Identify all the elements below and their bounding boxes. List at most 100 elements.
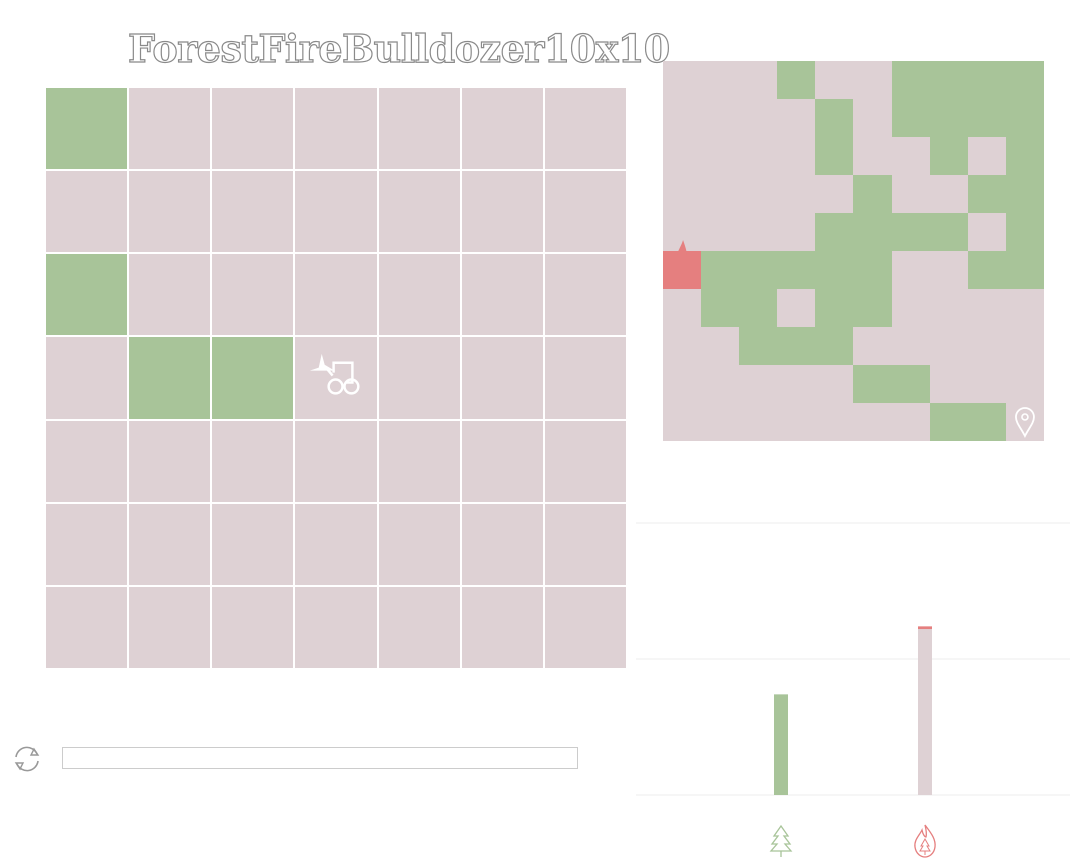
minimap-empty-cell <box>929 365 968 403</box>
empty-cell[interactable] <box>378 171 460 253</box>
empty-cell[interactable] <box>461 503 543 585</box>
bar-fire-series-2 <box>918 626 932 630</box>
viewport-grid[interactable] <box>46 88 626 668</box>
minimap-tree-cell <box>815 251 854 289</box>
empty-cell[interactable] <box>129 420 211 502</box>
empty-cell[interactable] <box>129 503 211 585</box>
empty-cell[interactable] <box>461 420 543 502</box>
minimap-empty-cell <box>663 61 702 99</box>
empty-cell[interactable] <box>378 420 460 502</box>
minimap-empty-cell <box>853 327 892 365</box>
minimap-empty-cell <box>701 403 740 441</box>
minimap-tree-cell <box>1005 61 1044 99</box>
empty-cell[interactable] <box>378 88 460 170</box>
refresh-icon <box>14 746 40 772</box>
minimap-empty-cell <box>739 137 778 175</box>
empty-cell[interactable] <box>295 254 377 336</box>
empty-cell[interactable] <box>129 88 211 170</box>
empty-cell[interactable] <box>212 586 294 668</box>
minimap-empty-cell <box>853 403 892 441</box>
minimap-tree-cell <box>739 251 778 289</box>
bar-tree-series-0 <box>774 694 788 795</box>
minimap-empty-cell <box>967 137 1006 175</box>
empty-cell[interactable] <box>295 420 377 502</box>
minimap-empty-cell <box>663 137 702 175</box>
minimap-empty-cell <box>663 175 702 213</box>
empty-cell[interactable] <box>544 254 626 336</box>
empty-cell[interactable] <box>212 503 294 585</box>
empty-cell[interactable] <box>378 254 460 336</box>
minimap-empty-cell <box>701 175 740 213</box>
bulldozer-icon <box>310 354 360 396</box>
status-input[interactable] <box>62 747 578 769</box>
empty-cell[interactable] <box>295 171 377 253</box>
minimap-tree-cell <box>1005 251 1044 289</box>
minimap-empty-cell <box>701 365 740 403</box>
empty-cell[interactable] <box>544 420 626 502</box>
empty-cell[interactable] <box>461 254 543 336</box>
minimap-empty-cell <box>777 289 816 327</box>
tree-cell[interactable] <box>46 88 128 170</box>
minimap-empty-cell <box>929 289 968 327</box>
empty-cell[interactable] <box>46 171 128 253</box>
minimap-tree-cell <box>967 403 1006 441</box>
tree-cell[interactable] <box>129 337 211 419</box>
minimap-tree-cell <box>891 213 930 251</box>
empty-cell[interactable] <box>461 337 543 419</box>
empty-cell[interactable] <box>544 586 626 668</box>
minimap-empty-cell <box>777 175 816 213</box>
minimap-empty-cell <box>891 403 930 441</box>
minimap-empty-cell <box>815 403 854 441</box>
minimap-tree-cell <box>853 289 892 327</box>
minimap-tree-cell <box>929 137 968 175</box>
reset-button[interactable] <box>10 742 44 776</box>
game-title: ForestFireBulldozer10x10 <box>127 25 670 71</box>
empty-cell[interactable] <box>544 88 626 170</box>
empty-cell[interactable] <box>295 503 377 585</box>
empty-cell[interactable] <box>212 254 294 336</box>
minimap-empty-cell <box>967 365 1006 403</box>
empty-cell[interactable] <box>129 171 211 253</box>
minimap-tree-cell <box>967 175 1006 213</box>
empty-cell[interactable] <box>378 337 460 419</box>
empty-cell[interactable] <box>378 503 460 585</box>
minimap-empty-cell <box>929 327 968 365</box>
minimap-tree-cell <box>777 327 816 365</box>
tree-cell[interactable] <box>212 337 294 419</box>
minimap-empty-cell <box>1005 365 1044 403</box>
tree-cell[interactable] <box>46 254 128 336</box>
minimap-empty-cell <box>701 327 740 365</box>
empty-cell[interactable] <box>46 337 128 419</box>
minimap-tree-cell <box>853 213 892 251</box>
minimap-tree-cell <box>701 251 740 289</box>
minimap-tree-cell <box>701 289 740 327</box>
empty-cell[interactable] <box>212 88 294 170</box>
minimap-empty-cell <box>853 99 892 137</box>
minimap-empty-cell <box>1005 403 1044 441</box>
empty-cell[interactable] <box>212 171 294 253</box>
agent-cell[interactable] <box>295 337 377 419</box>
minimap-empty-cell <box>891 175 930 213</box>
empty-cell[interactable] <box>129 254 211 336</box>
minimap-empty-cell <box>701 137 740 175</box>
empty-cell[interactable] <box>544 503 626 585</box>
empty-cell[interactable] <box>461 586 543 668</box>
empty-cell[interactable] <box>461 88 543 170</box>
minimap-empty-cell <box>929 251 968 289</box>
minimap-empty-cell <box>663 99 702 137</box>
empty-cell[interactable] <box>544 337 626 419</box>
empty-cell[interactable] <box>46 586 128 668</box>
minimap-tree-cell <box>891 61 930 99</box>
empty-cell[interactable] <box>295 88 377 170</box>
empty-cell[interactable] <box>212 420 294 502</box>
empty-cell[interactable] <box>461 171 543 253</box>
empty-cell[interactable] <box>46 503 128 585</box>
empty-cell[interactable] <box>46 420 128 502</box>
empty-cell[interactable] <box>295 586 377 668</box>
minimap-tree-cell <box>815 137 854 175</box>
minimap <box>663 61 1044 441</box>
minimap-tree-cell <box>739 327 778 365</box>
empty-cell[interactable] <box>544 171 626 253</box>
empty-cell[interactable] <box>129 586 211 668</box>
empty-cell[interactable] <box>378 586 460 668</box>
